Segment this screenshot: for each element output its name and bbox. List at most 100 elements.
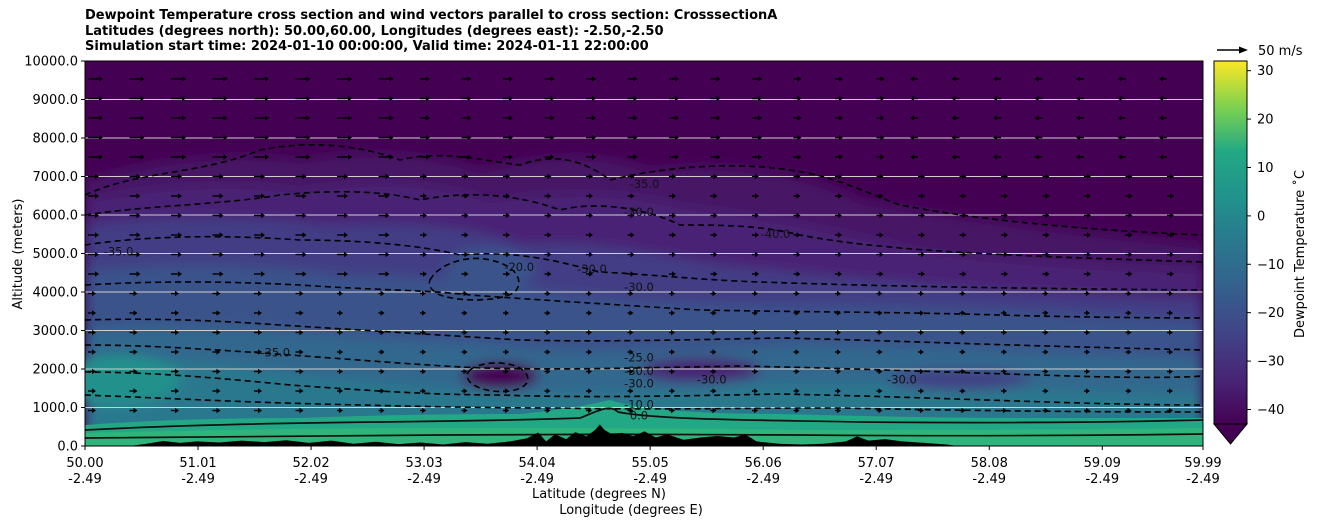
- contour-label-12: -30.0: [624, 376, 654, 390]
- wind-vector-331: [835, 212, 842, 219]
- colorbar-tick-label-2: −20: [1257, 306, 1284, 321]
- wind-vector-241: [627, 212, 635, 219]
- wind-vector-462: [1125, 310, 1132, 316]
- wind-vector-482: [1167, 349, 1173, 355]
- wind-vector-77: [254, 173, 265, 180]
- wind-vector-284: [710, 349, 717, 355]
- wind-vector-149: [420, 173, 427, 180]
- wind-vector-455: [1125, 173, 1133, 180]
- wind-vector-78: [254, 193, 265, 199]
- wind-vector-222: [586, 193, 593, 199]
- wind-vector-286: [710, 388, 717, 394]
- wind-vector-12: [88, 310, 96, 316]
- wind-vector-62: [212, 232, 224, 238]
- wind-vector-216: [586, 76, 596, 82]
- contour-label-14: 0.0: [630, 408, 648, 422]
- wind-vector-19: [129, 95, 145, 102]
- x-tick-lon-7: -2.49: [859, 472, 893, 487]
- wind-vector-140: [378, 349, 385, 355]
- wind-vector-172: [461, 271, 469, 277]
- wind-vector-345: [876, 134, 885, 141]
- wind-vector-277: [710, 212, 718, 219]
- wind-vector-225: [586, 251, 593, 258]
- wind-vector-25: [129, 212, 141, 219]
- wind-vector-86: [254, 349, 262, 355]
- title-line-2: Latitudes (degrees north): 50.00,60.00, …: [85, 23, 664, 39]
- wind-vector-467: [1125, 407, 1132, 414]
- x-tick-lat-0: 50.00: [66, 456, 103, 471]
- wind-vector-240: [627, 193, 635, 199]
- wind-vector-114: [337, 193, 348, 199]
- wind-vector-233: [586, 407, 592, 414]
- wind-vector-394: [959, 388, 966, 394]
- wind-vector-381: [951, 134, 960, 141]
- wind-vector-150: [420, 193, 427, 199]
- wind-vector-85: [254, 329, 262, 336]
- wind-vector-201: [544, 134, 555, 141]
- x-tick-lon-0: -2.49: [68, 472, 102, 487]
- wind-vector-42: [171, 193, 182, 199]
- wind-vector-264: [669, 310, 675, 316]
- wind-vector-308: [793, 115, 802, 121]
- wind-vector-34: [129, 388, 138, 394]
- wind-vector-215: [544, 407, 551, 414]
- wind-vector-391: [959, 329, 966, 336]
- wind-vector-229: [586, 329, 592, 336]
- wind-vector-247: [627, 329, 634, 336]
- wind-vector-234: [627, 76, 638, 82]
- wind-vector-366: [918, 193, 925, 199]
- wind-vector-192: [503, 310, 509, 316]
- wind-vector-303: [752, 368, 758, 375]
- colorbar-tick-label-3: −10: [1257, 258, 1284, 273]
- wind-vector-57: [212, 134, 228, 141]
- wind-vector-415: [1034, 95, 1043, 102]
- wind-vector-342: [876, 76, 885, 82]
- wind-vector-17: [88, 407, 96, 414]
- wind-vector-133: [378, 212, 390, 219]
- y-tick-label-10: 10000.0: [24, 55, 78, 70]
- wind-vector-340: [835, 388, 841, 394]
- wind-vector-396: [993, 76, 1001, 82]
- wind-vector-336: [835, 310, 841, 316]
- wind-vector-290: [752, 115, 762, 121]
- wind-vector-171: [461, 251, 469, 258]
- wind-vector-472: [1159, 154, 1167, 160]
- wind-vector-200: [544, 115, 555, 121]
- wind-vector-335: [835, 290, 841, 297]
- wind-vector-26: [129, 232, 141, 238]
- wind-vector-238: [627, 154, 638, 160]
- wind-vector-282: [710, 310, 717, 316]
- wind-vector-94: [295, 154, 311, 160]
- wind-vector-383: [959, 173, 967, 180]
- wind-vector-315: [793, 251, 801, 258]
- wind-vector-65: [212, 290, 221, 297]
- wind-vector-272: [710, 115, 721, 121]
- wind-vector-414: [1034, 76, 1043, 82]
- wind-vector-275: [710, 173, 718, 180]
- wind-vector-56: [212, 115, 228, 121]
- wind-vector-242: [627, 232, 635, 238]
- wind-vector-239: [627, 173, 635, 180]
- quiver-key-label: 50 m/s: [1258, 44, 1303, 59]
- wind-vector-113: [337, 173, 348, 180]
- wind-vector-221: [586, 173, 593, 180]
- wind-vector-217: [586, 95, 596, 102]
- wind-vector-258: [669, 193, 676, 199]
- wind-vector-43: [171, 212, 182, 219]
- wind-vector-88: [254, 388, 262, 394]
- wind-vector-367: [918, 212, 925, 219]
- y-axis-label: Altitude (meters): [11, 199, 26, 310]
- wind-vector-441: [1084, 251, 1091, 258]
- wind-vector-178: [461, 388, 468, 394]
- wind-vector-423: [1042, 251, 1050, 258]
- wind-vector-21: [129, 134, 145, 141]
- wind-vector-371: [918, 290, 924, 297]
- wind-vector-311: [793, 173, 801, 180]
- wind-vector-468: [1159, 76, 1167, 82]
- wind-vector-5: [88, 173, 99, 180]
- wind-vector-446: [1084, 349, 1090, 355]
- wind-vector-465: [1125, 368, 1132, 375]
- contour-label-6: -30.0: [624, 280, 654, 294]
- wind-vector-263: [669, 290, 675, 297]
- wind-vector-368: [918, 232, 925, 238]
